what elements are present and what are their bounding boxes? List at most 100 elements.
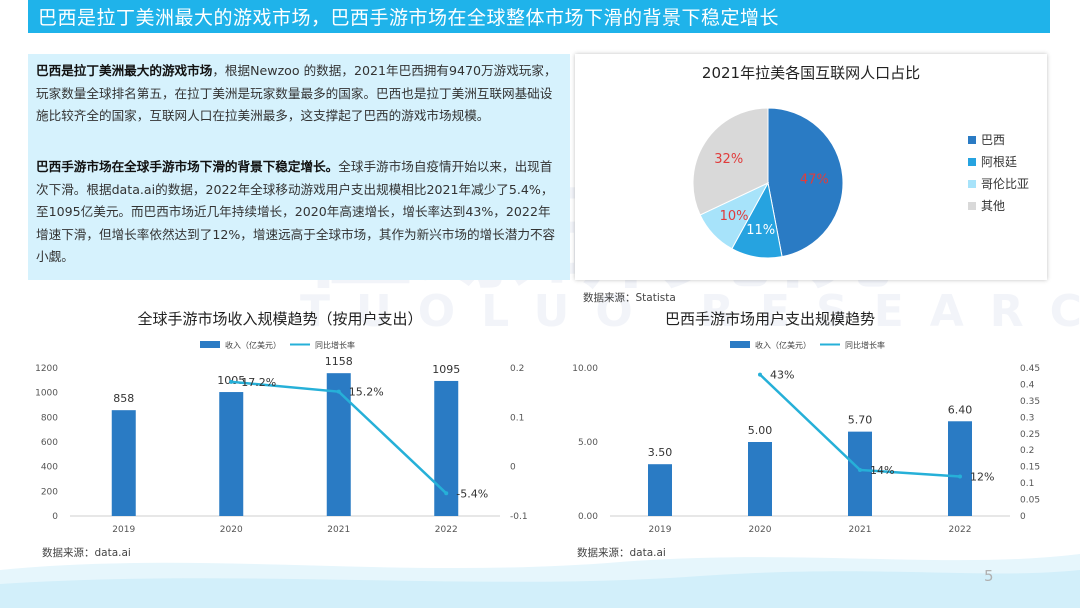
growth-point: [958, 474, 962, 479]
legend-bar-label: 收入（亿美元）: [225, 340, 281, 350]
global-chart-title: 全球手游市场收入规模趋势（按用户支出）: [137, 310, 423, 328]
y-right-tick-label: 0.25: [1020, 430, 1040, 440]
y-right-tick-label: 0.1: [510, 413, 524, 423]
pie-legend-swatch: [968, 136, 976, 144]
brazil-mobile-game-spending-chart: 收入（亿美元） 同比增长率 0.00 5.00 10.00 0 0.05 0.1 0.15 0.2…: [572, 340, 1040, 535]
x-tick-label: 2022: [435, 525, 458, 535]
y-right-tick-label: -0.1: [510, 512, 528, 522]
growth-value-label: 15.2%: [349, 386, 384, 399]
growth-value-label: 12%: [970, 471, 994, 484]
bar-value-label: 1095: [432, 363, 460, 376]
pie-slice: [767, 107, 844, 258]
bar: [111, 410, 136, 516]
bar-value-label: 5.00: [748, 424, 773, 437]
bar: [648, 464, 672, 516]
y-left-tick-label: 5.00: [578, 438, 598, 448]
growth-value-label: 43%: [770, 369, 794, 382]
summary-p1-bold: 巴西是拉丁美洲最大的游戏市场: [36, 63, 213, 78]
y-right-tick-label: 0: [1020, 512, 1026, 522]
y-right-tick-label: 0: [510, 463, 516, 473]
brazil-chart-title: 巴西手游市场用户支出规模趋势: [664, 310, 875, 328]
summary-p2-text: 全球手游市场自疫情开始以来，出现首次下滑。根据data.ai的数据，2022年全…: [36, 159, 556, 264]
bar-value-label: 6.40: [948, 403, 973, 416]
summary-paragraph-1: 巴西是拉丁美洲最大的游戏市场，根据Newzoo 的数据，2021年巴西拥有947…: [36, 60, 562, 128]
legend-bar-swatch: [730, 341, 750, 348]
pie-chart-title: 2021年拉美各国互联网人口占比: [701, 64, 921, 82]
x-tick-label: 2020: [749, 525, 772, 535]
pie-legend-label: 哥伦比亚: [981, 176, 1029, 191]
bar: [219, 392, 244, 516]
summary-box: [28, 54, 570, 280]
y-right-tick-label: 0.15: [1020, 463, 1040, 473]
pie-slice-label: 47%: [800, 173, 829, 188]
legend-line-label: 同比增长率: [845, 340, 885, 350]
x-tick-label: 2020: [220, 525, 243, 535]
bar-value-label: 1158: [325, 355, 353, 368]
pie-legend-label: 其他: [981, 199, 1005, 213]
y-right-tick-label: 0.2: [510, 364, 524, 374]
y-left-tick-label: 800: [41, 413, 58, 423]
legend-line-label: 同比增长率: [315, 340, 355, 350]
growth-point: [444, 491, 449, 496]
summary-p1-text: ，根据Newzoo 的数据，2021年巴西拥有9470万游戏玩家，玩家数量全球排…: [36, 63, 557, 123]
pie-legend-label: 巴西: [981, 133, 1005, 147]
y-left-tick-label: 400: [41, 463, 58, 473]
page-title: 巴西是拉丁美洲最大的游戏市场，巴西手游市场在全球整体市场下滑的背景下稳定增长: [38, 7, 780, 29]
y-left-tick-label: 1200: [35, 364, 58, 374]
pie-legend-swatch: [968, 202, 976, 210]
growth-point: [336, 389, 341, 394]
growth-value-label: 14%: [870, 464, 894, 477]
y-left-tick-label: 200: [41, 487, 58, 497]
x-tick-label: 2021: [849, 525, 872, 535]
pie-legend-swatch: [968, 180, 976, 188]
x-tick-label: 2019: [649, 525, 672, 535]
x-tick-label: 2019: [112, 525, 135, 535]
title-bar: [28, 0, 1050, 33]
brazil-chart-source: 数据来源：data.ai: [577, 547, 666, 559]
y-right-tick-label: 0.1: [1020, 479, 1034, 489]
bar-value-label: 858: [113, 392, 134, 405]
growth-value-label: 17.2%: [241, 376, 276, 389]
y-right-tick-label: 0.35: [1020, 397, 1040, 407]
bar: [748, 442, 772, 516]
bar: [434, 380, 459, 516]
y-left-tick-label: 1000: [35, 389, 58, 399]
y-left-tick-label: 0.00: [578, 512, 598, 522]
growth-point: [758, 372, 762, 377]
y-right-tick-label: 0.05: [1020, 496, 1040, 506]
growth-point: [858, 467, 862, 472]
growth-point: [229, 379, 234, 384]
global-chart-source: 数据来源：data.ai: [42, 547, 131, 559]
x-tick-label: 2022: [949, 525, 972, 535]
y-right-tick-label: 0.3: [1020, 413, 1034, 423]
pie-legend-swatch: [968, 158, 976, 166]
page-number: 5: [984, 567, 994, 585]
bar: [948, 421, 972, 516]
pie-slice-label: 11%: [746, 223, 775, 238]
summary-paragraph-2: 巴西手游市场在全球手游市场下滑的背景下稳定增长。全球手游市场自疫情开始以来，出现…: [36, 156, 562, 269]
pie-legend-label: 阿根廷: [981, 155, 1017, 169]
bar: [326, 373, 351, 516]
bar: [848, 431, 872, 516]
summary-p2-bold: 巴西手游市场在全球手游市场下滑的背景下稳定增长。: [36, 159, 339, 174]
legend-bar-swatch: [200, 341, 220, 348]
pie-chart-source: 数据来源：Statista: [583, 292, 676, 304]
y-right-tick-label: 0.45: [1020, 364, 1040, 374]
y-left-tick-label: 600: [41, 438, 58, 448]
growth-value-label: -5.4%: [456, 487, 488, 500]
pie-slice: [692, 107, 769, 216]
y-right-tick-label: 0.2: [1020, 446, 1034, 456]
y-left-tick-label: 10.00: [572, 364, 598, 374]
y-right-tick-label: 0.4: [1020, 380, 1035, 390]
watermark-en: TUOLUO RESEARCH: [300, 286, 1080, 337]
bar-value-label: 5.70: [848, 414, 873, 427]
global-mobile-game-revenue-chart: 收入（亿美元） 同比增长率 0 200 400 600 800 1000 1200 -0.1 0 0.…: [35, 340, 528, 535]
pie-slice-label: 32%: [714, 152, 743, 167]
y-left-tick-label: 0: [52, 512, 58, 522]
pie-slice-label: 10%: [720, 209, 749, 224]
bar-value-label: 3.50: [648, 446, 673, 459]
footer-wave-decoration: [0, 554, 1080, 608]
legend-bar-label: 收入（亿美元）: [755, 340, 811, 350]
x-tick-label: 2021: [327, 525, 350, 535]
